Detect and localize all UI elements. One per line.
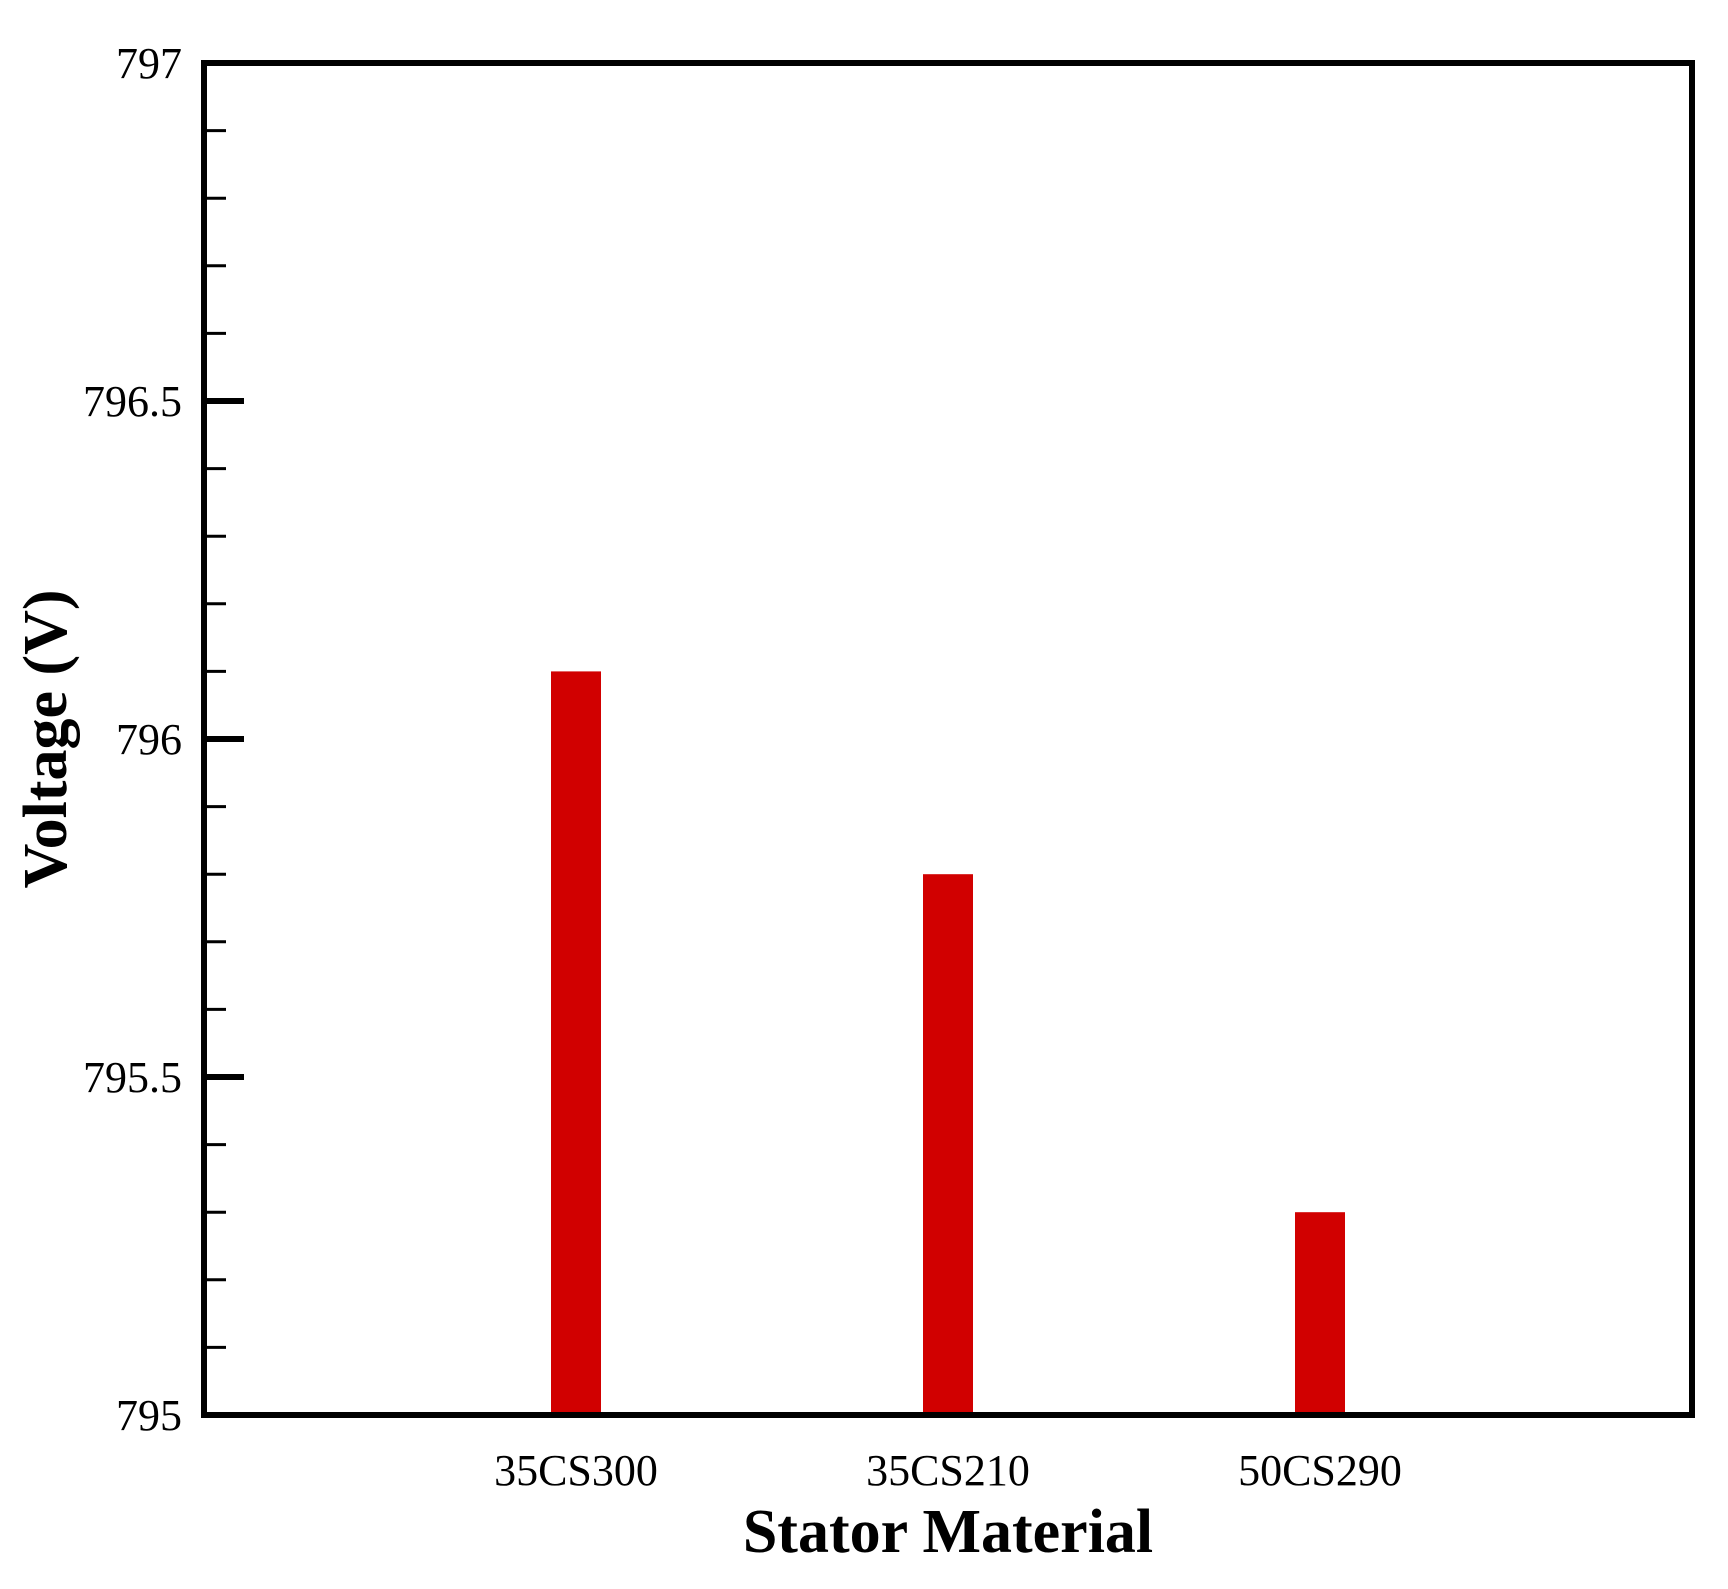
x-tick-label: 35CS300 — [494, 1446, 658, 1495]
y-tick-labels: 795 795.5 796 796.5 797 — [83, 39, 182, 1440]
y-tick-label: 796.5 — [83, 377, 182, 426]
x-tick-label: 50CS290 — [1238, 1446, 1402, 1495]
y-minor-ticks — [204, 129, 226, 1349]
bar — [1295, 1212, 1345, 1415]
y-tick-label: 797 — [116, 39, 182, 88]
x-axis-title: Stator Material — [743, 1498, 1153, 1566]
x-tick-labels: 35CS300 35CS210 50CS290 — [494, 1446, 1402, 1495]
bar — [551, 671, 601, 1415]
bar — [923, 874, 973, 1415]
y-tick-label: 796 — [116, 715, 182, 764]
y-tick-label: 795.5 — [83, 1053, 182, 1102]
bars — [551, 671, 1345, 1415]
y-tick-label: 795 — [116, 1391, 182, 1440]
x-tick-label: 35CS210 — [866, 1446, 1030, 1495]
plot-frame — [201, 60, 1695, 1418]
y-axis-title: Voltage (V) — [12, 589, 80, 888]
